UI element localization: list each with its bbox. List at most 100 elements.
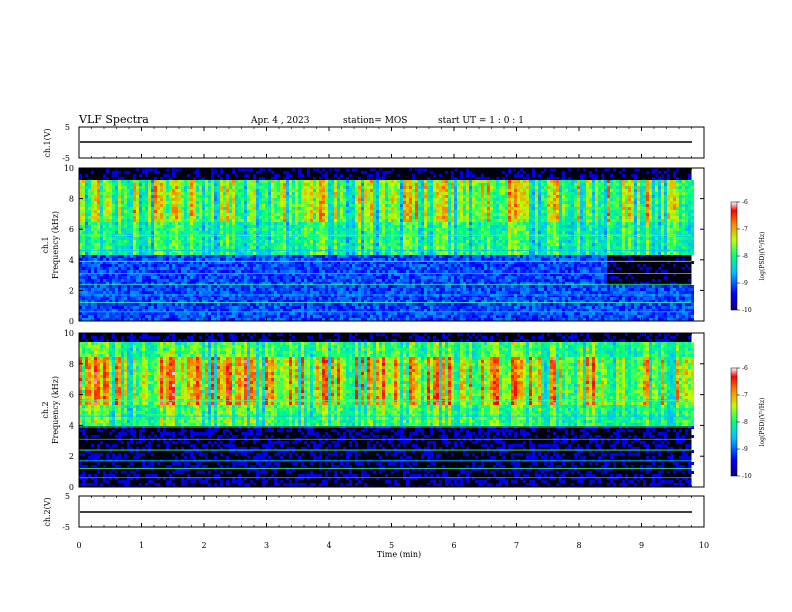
spectrogram-cell <box>256 273 259 276</box>
spectrogram-cell <box>88 267 91 270</box>
spectrogram-cell <box>193 264 196 267</box>
spectrogram-cell <box>280 297 283 300</box>
spectrogram-cell <box>256 252 259 255</box>
spectrogram-cell <box>280 291 283 294</box>
spectrogram-cell <box>82 291 85 294</box>
spectrogram-cell <box>247 225 250 228</box>
spectrogram-cell <box>343 213 346 216</box>
spectrogram-cell <box>256 294 259 297</box>
spectrogram-cell <box>343 243 346 246</box>
spectrogram-cell <box>154 306 157 309</box>
spectrogram-cell <box>103 312 106 315</box>
spectrogram-cell <box>358 300 361 303</box>
spectrogram-cell <box>154 219 157 222</box>
spectrogram-cell <box>253 192 256 195</box>
spectrogram-cell <box>196 273 199 276</box>
spectrogram-cell <box>130 294 133 297</box>
spectrogram-cell <box>247 270 250 273</box>
spectrogram-cell <box>214 270 217 273</box>
spectrogram-cell <box>166 318 169 321</box>
spectrogram-cell <box>94 252 97 255</box>
spectrogram-cell <box>136 222 139 225</box>
spectrogram-cell <box>304 264 307 267</box>
spectrogram-cell <box>277 189 280 192</box>
spectrogram-cell <box>166 243 169 246</box>
spectrogram-cell <box>361 294 364 297</box>
spectrogram-cell <box>280 273 283 276</box>
spectrogram-cell <box>79 237 82 240</box>
spectrogram-cell <box>151 183 154 186</box>
spectrogram-cell <box>340 216 343 219</box>
spectrogram-cell <box>262 297 265 300</box>
spectrogram-cell <box>112 216 115 219</box>
spectrogram-cell <box>328 255 331 258</box>
spectrogram-cell <box>172 309 175 312</box>
spectrogram-cell <box>265 297 268 300</box>
spectrogram-cell <box>274 222 277 225</box>
spectrogram-cell <box>247 279 250 282</box>
spectrogram-cell <box>217 213 220 216</box>
spectrogram-cell <box>79 267 82 270</box>
spectrogram-cell <box>148 180 151 183</box>
spectrogram-cell <box>106 207 109 210</box>
spectrogram-cell <box>370 213 373 216</box>
spectrogram-cell <box>364 240 367 243</box>
spectrogram-cell <box>376 276 379 279</box>
spectrogram-cell <box>85 261 88 264</box>
spectrogram-cell <box>145 297 148 300</box>
spectrogram-cell <box>379 255 382 258</box>
spectrogram-cell <box>217 228 220 231</box>
spectrogram-cell <box>319 288 322 291</box>
spectrogram-cell <box>337 192 340 195</box>
spectrogram-cell <box>148 282 151 285</box>
spectrogram-cell <box>313 303 316 306</box>
spectrogram-cell <box>241 276 244 279</box>
spectrogram-cell <box>271 261 274 264</box>
spectrogram-cell <box>361 192 364 195</box>
spectrogram-cell <box>289 288 292 291</box>
spectrogram-cell <box>280 204 283 207</box>
spectrogram-cell <box>169 261 172 264</box>
spectrogram-cell <box>319 222 322 225</box>
spectrogram-cell <box>142 270 145 273</box>
spectrogram-cell <box>379 240 382 243</box>
spectrogram-cell <box>205 195 208 198</box>
spectrogram-cell <box>241 225 244 228</box>
spectrogram-cell <box>148 231 151 234</box>
spectrogram-cell <box>163 240 166 243</box>
spectrogram-cell <box>184 213 187 216</box>
spectrogram-cell <box>352 225 355 228</box>
spectrogram-cell <box>157 180 160 183</box>
spectrogram-cell <box>331 273 334 276</box>
spectrogram-cell <box>322 240 325 243</box>
spectrogram-cell <box>94 297 97 300</box>
spectrogram-cell <box>199 306 202 309</box>
spectrogram-cell <box>319 276 322 279</box>
spectrogram-cell <box>262 267 265 270</box>
spectrogram-cell <box>91 267 94 270</box>
spectrogram-cell <box>322 192 325 195</box>
spectrogram-cell <box>127 231 130 234</box>
spectrogram-cell <box>112 291 115 294</box>
spectrogram-cell <box>181 294 184 297</box>
spectrogram-cell <box>202 177 205 180</box>
spectrogram-cell <box>340 294 343 297</box>
spectrogram-cell <box>304 222 307 225</box>
spectrogram-cell <box>106 318 109 321</box>
spectrogram-cell <box>133 312 136 315</box>
spectrogram-cell <box>196 309 199 312</box>
spectrogram-cell <box>301 300 304 303</box>
spectrogram-cell <box>220 297 223 300</box>
spectrogram-cell <box>382 228 385 231</box>
spectrogram-cell <box>310 240 313 243</box>
spectrogram-cell <box>376 252 379 255</box>
spectrogram-cell <box>319 306 322 309</box>
spectrogram-cell <box>292 282 295 285</box>
spectrogram-cell <box>244 261 247 264</box>
spectrogram-cell <box>97 312 100 315</box>
spectrogram-cell <box>238 267 241 270</box>
spectrogram-cell <box>157 300 160 303</box>
spectrogram-cell <box>331 252 334 255</box>
spectrogram-cell <box>367 309 370 312</box>
spectrogram-cell <box>313 183 316 186</box>
